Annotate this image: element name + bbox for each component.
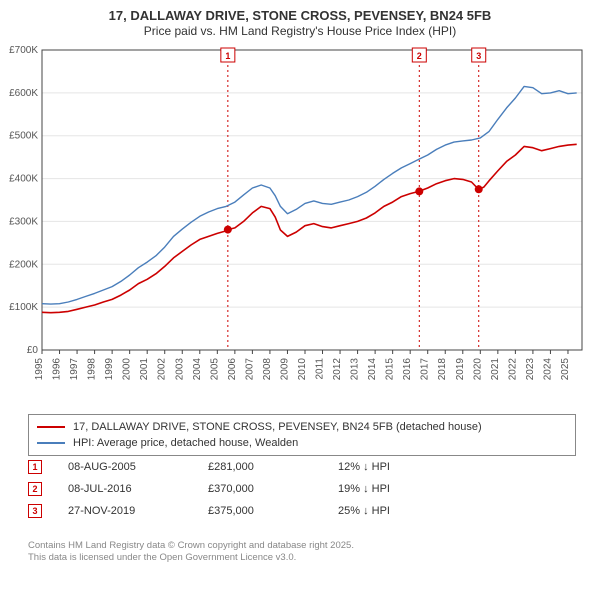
chart-title-area: 17, DALLAWAY DRIVE, STONE CROSS, PEVENSE… — [0, 0, 600, 42]
svg-text:£500K: £500K — [9, 131, 38, 142]
svg-text:2002: 2002 — [157, 358, 168, 381]
sale-date: 27-NOV-2019 — [68, 505, 208, 517]
svg-text:£0: £0 — [27, 345, 39, 356]
attribution: Contains HM Land Registry data © Crown c… — [28, 540, 576, 565]
chart-svg: £0 £100K £200K £300K £400K £500K £600K £700K 199… — [4, 44, 590, 404]
sale-diff: 12% ↓ HPI — [338, 461, 458, 473]
legend-swatch — [37, 426, 65, 428]
svg-text:2013: 2013 — [350, 358, 361, 381]
legend-label: 17, DALLAWAY DRIVE, STONE CROSS, PEVENSE… — [73, 421, 482, 433]
svg-text:£300K: £300K — [9, 216, 38, 227]
svg-text:2024: 2024 — [542, 358, 553, 381]
attribution-line2: This data is licensed under the Open Gov… — [28, 552, 576, 564]
svg-text:2009: 2009 — [279, 358, 290, 381]
svg-text:2017: 2017 — [420, 358, 431, 381]
legend-box: 17, DALLAWAY DRIVE, STONE CROSS, PEVENSE… — [28, 414, 576, 456]
svg-text:1995: 1995 — [34, 358, 45, 381]
svg-text:2021: 2021 — [490, 358, 501, 381]
legend-row: 17, DALLAWAY DRIVE, STONE CROSS, PEVENSE… — [37, 419, 567, 435]
svg-text:2008: 2008 — [262, 358, 273, 381]
svg-text:2023: 2023 — [525, 358, 536, 381]
svg-text:£200K: £200K — [9, 259, 38, 270]
svg-text:1999: 1999 — [104, 358, 115, 381]
sales-row: 1 08-AUG-2005£281,00012% ↓ HPI — [28, 456, 576, 478]
svg-text:1996: 1996 — [52, 358, 63, 381]
legend-row: HPI: Average price, detached house, Weal… — [37, 435, 567, 451]
svg-text:2016: 2016 — [402, 358, 413, 381]
svg-text:2022: 2022 — [507, 358, 518, 381]
legend-swatch — [37, 442, 65, 444]
svg-text:3: 3 — [476, 51, 481, 61]
svg-text:£100K: £100K — [9, 302, 38, 313]
svg-text:2011: 2011 — [315, 358, 326, 380]
svg-text:2020: 2020 — [472, 358, 483, 381]
svg-text:2000: 2000 — [122, 358, 133, 381]
svg-text:2001: 2001 — [139, 358, 150, 381]
title-line2: Price paid vs. HM Land Registry's House … — [10, 24, 590, 38]
svg-text:1: 1 — [225, 51, 230, 61]
sale-marker: 3 — [28, 504, 42, 518]
svg-text:2003: 2003 — [174, 358, 185, 381]
chart-area: £0 £100K £200K £300K £400K £500K £600K £700K 199… — [4, 44, 590, 404]
sale-price: £281,000 — [208, 461, 338, 473]
sale-date: 08-AUG-2005 — [68, 461, 208, 473]
sale-marker: 1 — [28, 460, 42, 474]
sales-row: 2 08-JUL-2016£370,00019% ↓ HPI — [28, 478, 576, 500]
svg-text:2: 2 — [417, 51, 422, 61]
sale-price: £370,000 — [208, 483, 338, 495]
svg-text:£400K: £400K — [9, 174, 38, 185]
attribution-line1: Contains HM Land Registry data © Crown c… — [28, 540, 576, 552]
legend-label: HPI: Average price, detached house, Weal… — [73, 437, 298, 449]
sale-diff: 19% ↓ HPI — [338, 483, 458, 495]
sale-price: £375,000 — [208, 505, 338, 517]
svg-text:2012: 2012 — [332, 358, 343, 381]
svg-text:2018: 2018 — [437, 358, 448, 381]
svg-text:£600K: £600K — [9, 88, 38, 99]
sales-row: 3 27-NOV-2019£375,00025% ↓ HPI — [28, 500, 576, 522]
svg-text:2007: 2007 — [244, 358, 255, 381]
svg-text:£700K: £700K — [9, 45, 38, 56]
sale-date: 08-JUL-2016 — [68, 483, 208, 495]
svg-text:1997: 1997 — [69, 358, 80, 381]
svg-text:1998: 1998 — [87, 358, 98, 381]
svg-text:2004: 2004 — [192, 358, 203, 381]
title-line1: 17, DALLAWAY DRIVE, STONE CROSS, PEVENSE… — [10, 8, 590, 23]
svg-text:2015: 2015 — [385, 358, 396, 381]
sales-table: 1 08-AUG-2005£281,00012% ↓ HPI 2 08-JUL-201… — [28, 456, 576, 522]
svg-text:2025: 2025 — [560, 358, 571, 381]
svg-text:2010: 2010 — [297, 358, 308, 381]
sale-diff: 25% ↓ HPI — [338, 505, 458, 517]
svg-text:2005: 2005 — [209, 358, 220, 381]
svg-text:2006: 2006 — [227, 358, 238, 381]
svg-text:2014: 2014 — [367, 358, 378, 381]
sale-marker: 2 — [28, 482, 42, 496]
svg-text:2019: 2019 — [455, 358, 466, 381]
